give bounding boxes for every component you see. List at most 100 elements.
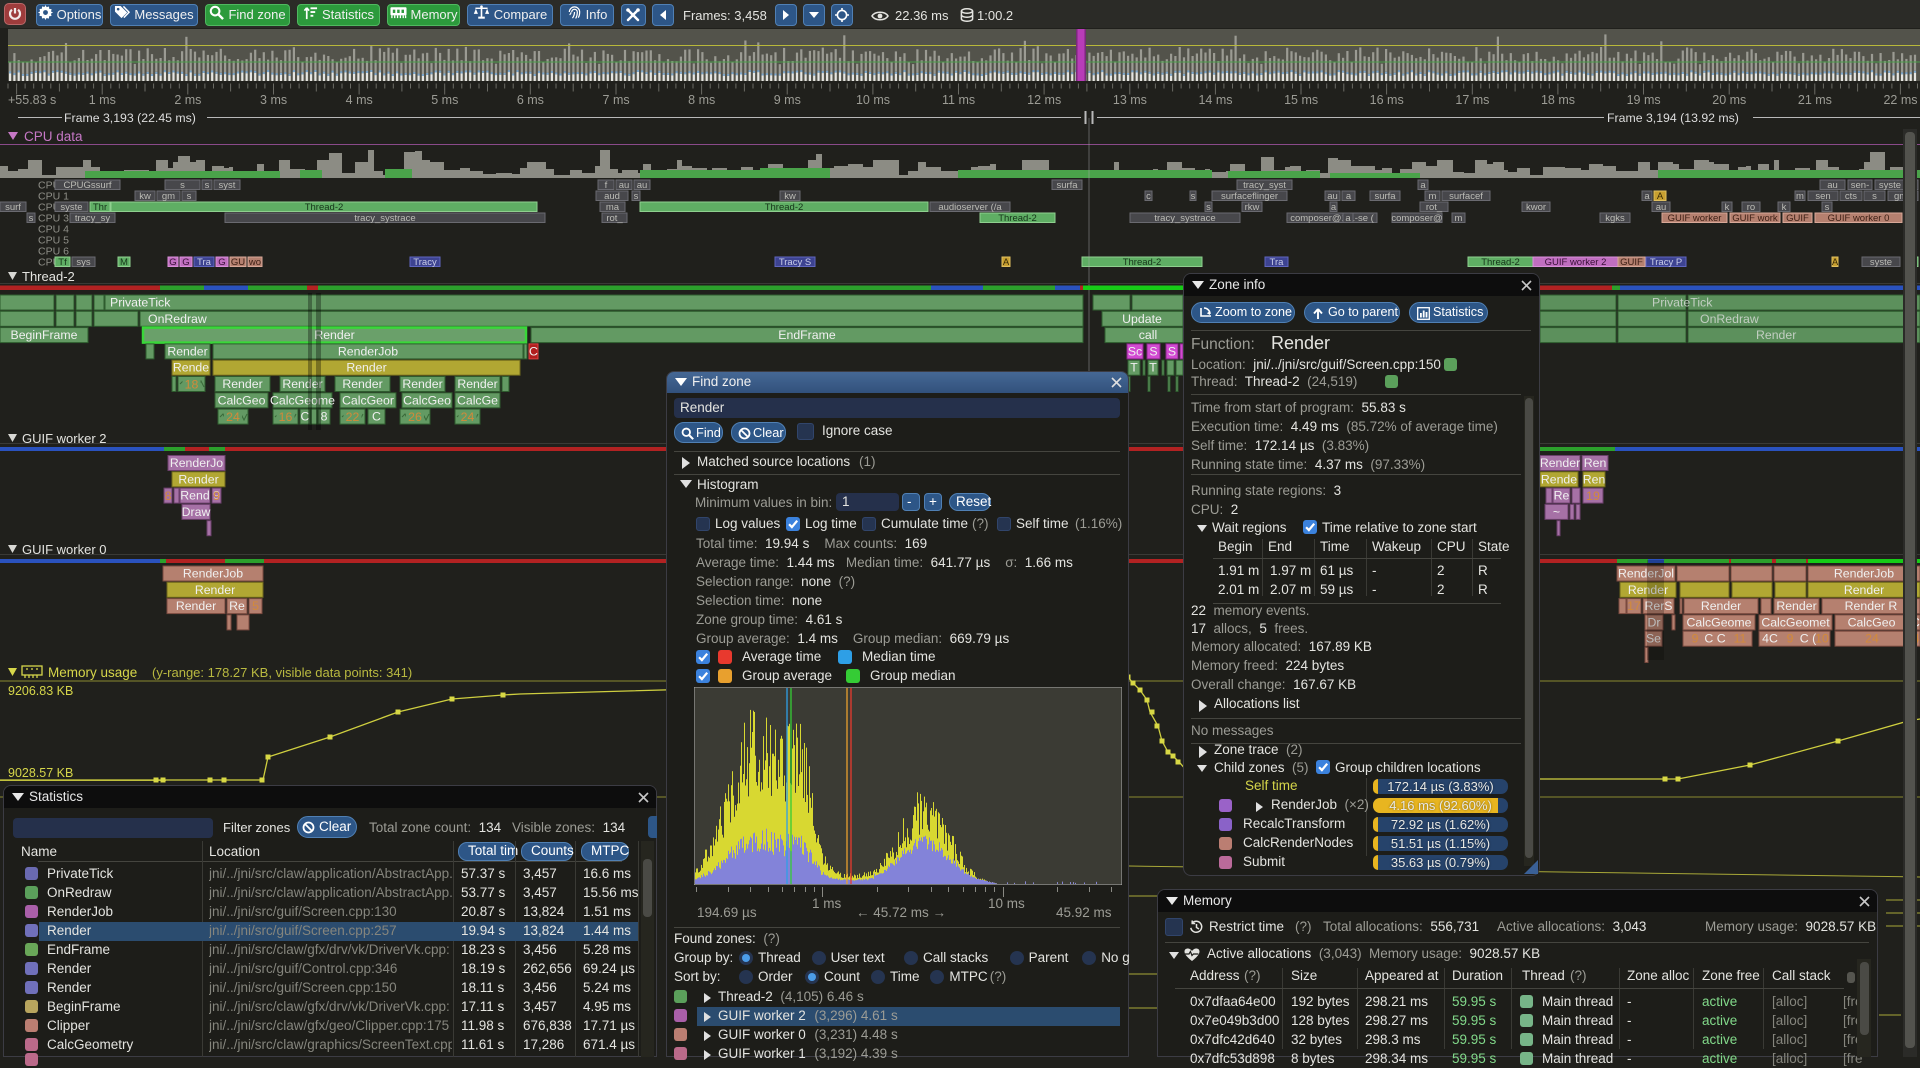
- svg-text:s: s: [1206, 202, 1211, 213]
- svg-text:6 ms: 6 ms: [517, 93, 544, 107]
- svg-text:Frame 3,193 (22.45 ms): Frame 3,193 (22.45 ms): [64, 111, 196, 125]
- svg-text:cts: cts: [1845, 191, 1857, 202]
- svg-text:a: a: [1420, 180, 1426, 191]
- svg-text:tracy_systrace: tracy_systrace: [1154, 213, 1215, 224]
- svg-text:19 ms: 19 ms: [1627, 93, 1661, 107]
- svg-text:5: 5: [252, 599, 259, 613]
- svg-text:Render: Render: [167, 344, 207, 358]
- svg-text:composer@2.1-se (: composer@2.1-se (: [1290, 213, 1374, 224]
- svg-text:Render: Render: [176, 599, 216, 613]
- svg-text:19: 19: [1586, 489, 1600, 503]
- svg-text:15 ms: 15 ms: [1284, 93, 1318, 107]
- svg-text:Update: Update: [1122, 312, 1162, 326]
- svg-text:sys: sys: [76, 257, 91, 268]
- svg-text:OnRedraw: OnRedraw: [1700, 312, 1759, 326]
- svg-text:tracy_syst: tracy_syst: [1243, 180, 1286, 191]
- svg-text:c: c: [1146, 191, 1151, 202]
- svg-text:GU: GU: [231, 257, 245, 268]
- svg-text:Render: Render: [1776, 599, 1816, 613]
- svg-text:A: A: [1832, 257, 1839, 268]
- svg-text:sen: sen: [1815, 191, 1830, 202]
- svg-text:s: s: [205, 180, 210, 191]
- svg-text:PrivateTick: PrivateTick: [110, 296, 171, 310]
- svg-text:11 ms: 11 ms: [942, 93, 975, 107]
- svg-text:12 ms: 12 ms: [1027, 93, 1061, 107]
- svg-text:GUIF worker 0: GUIF worker 0: [1828, 213, 1890, 224]
- svg-text:RenderJob: RenderJob: [183, 567, 243, 581]
- svg-text:Rend: Rend: [180, 489, 210, 503]
- svg-text:Tra: Tra: [197, 257, 212, 268]
- svg-text:GUIF: GUIF: [1786, 213, 1809, 224]
- svg-text:Thread-2: Thread-2: [22, 269, 75, 284]
- svg-text:Re: Re: [229, 599, 245, 613]
- svg-text:24: 24: [226, 410, 240, 424]
- svg-text:rkw: rkw: [1245, 202, 1260, 213]
- svg-text:k: k: [1782, 202, 1787, 213]
- svg-text:GUIF worker: GUIF worker: [1668, 213, 1722, 224]
- svg-text:CalcGeor: CalcGeor: [342, 393, 394, 407]
- svg-text:A: A: [1657, 191, 1664, 202]
- svg-text:CalcGeomet: CalcGeomet: [1761, 615, 1830, 629]
- svg-text:RenderJo: RenderJo: [170, 456, 223, 470]
- svg-text:C: C: [372, 410, 381, 424]
- svg-text:audioserver (/a: audioserver (/a: [938, 202, 1002, 213]
- svg-text:Render: Render: [1844, 583, 1884, 597]
- svg-text:au: au: [619, 180, 630, 191]
- svg-text:Ren: Ren: [1584, 456, 1607, 470]
- svg-text:CPU 4: CPU 4: [38, 224, 69, 236]
- svg-text:au: au: [637, 180, 648, 191]
- svg-text:Rende: Rende: [1541, 472, 1577, 486]
- svg-text:Render: Render: [402, 377, 442, 391]
- svg-text:rot_: rot_: [606, 213, 623, 224]
- svg-text:a: a: [1331, 202, 1337, 213]
- svg-text:9: 9: [1787, 632, 1794, 646]
- svg-text:10: 10: [1815, 632, 1829, 646]
- svg-text:14 ms: 14 ms: [1198, 93, 1232, 107]
- svg-text:Dr: Dr: [1648, 615, 1661, 629]
- svg-text:Render: Render: [222, 377, 262, 391]
- svg-text:Render: Render: [342, 377, 382, 391]
- svg-text:24: 24: [461, 410, 475, 424]
- svg-text:s: s: [180, 180, 185, 191]
- svg-text:5 ms: 5 ms: [431, 93, 458, 107]
- svg-text:9206.83 KB: 9206.83 KB: [8, 684, 73, 698]
- svg-text:Se: Se: [1646, 632, 1661, 646]
- svg-text:BeginFrame: BeginFrame: [11, 328, 78, 342]
- svg-text:C (: C (: [1800, 632, 1817, 646]
- svg-text:21 ms: 21 ms: [1798, 93, 1832, 107]
- svg-text:S: S: [1149, 344, 1157, 358]
- svg-text:18: 18: [185, 378, 199, 392]
- svg-text:22: 22: [346, 410, 360, 424]
- svg-text:C: C: [529, 344, 538, 358]
- svg-text:Render: Render: [1756, 328, 1796, 342]
- svg-text:9: 9: [213, 489, 220, 503]
- svg-text:CPU data: CPU data: [24, 129, 83, 144]
- svg-text:syst: syst: [219, 180, 236, 191]
- svg-text:3 ms: 3 ms: [260, 93, 287, 107]
- svg-text:s: s: [1191, 191, 1196, 202]
- svg-text:RerS: RerS: [1644, 599, 1672, 613]
- svg-text:C C: C C: [1704, 632, 1725, 646]
- svg-text:4C: 4C: [1762, 632, 1778, 646]
- svg-text:m: m: [1796, 191, 1804, 202]
- svg-text:Rende: Rende: [173, 361, 209, 375]
- svg-text:Thread-2: Thread-2: [998, 213, 1037, 224]
- svg-text:Tracy S: Tracy S: [779, 257, 811, 268]
- svg-text:Tracy: Tracy: [413, 257, 437, 268]
- svg-text:aud: aud: [604, 191, 620, 202]
- svg-text:OnRedraw: OnRedraw: [148, 312, 207, 326]
- svg-text:17 ms: 17 ms: [1455, 93, 1489, 107]
- svg-text:G: G: [182, 257, 189, 268]
- svg-text:kw: kw: [139, 191, 151, 202]
- svg-text:Render R: Render R: [1845, 599, 1898, 613]
- svg-text:kwor: kwor: [1526, 202, 1546, 213]
- svg-text:surfacef: surfacef: [1449, 191, 1483, 202]
- svg-text:syste: syste: [1879, 180, 1901, 191]
- svg-text:composer@: composer@: [1391, 213, 1442, 224]
- svg-text:tracy_systrace: tracy_systrace: [354, 213, 415, 224]
- svg-text:CPUGssurf: CPUGssurf: [63, 180, 111, 191]
- svg-text:T: T: [1130, 361, 1138, 375]
- svg-text:16 ms: 16 ms: [1370, 93, 1404, 107]
- svg-text:s: s: [187, 191, 192, 202]
- svg-text:8 ms: 8 ms: [688, 93, 715, 107]
